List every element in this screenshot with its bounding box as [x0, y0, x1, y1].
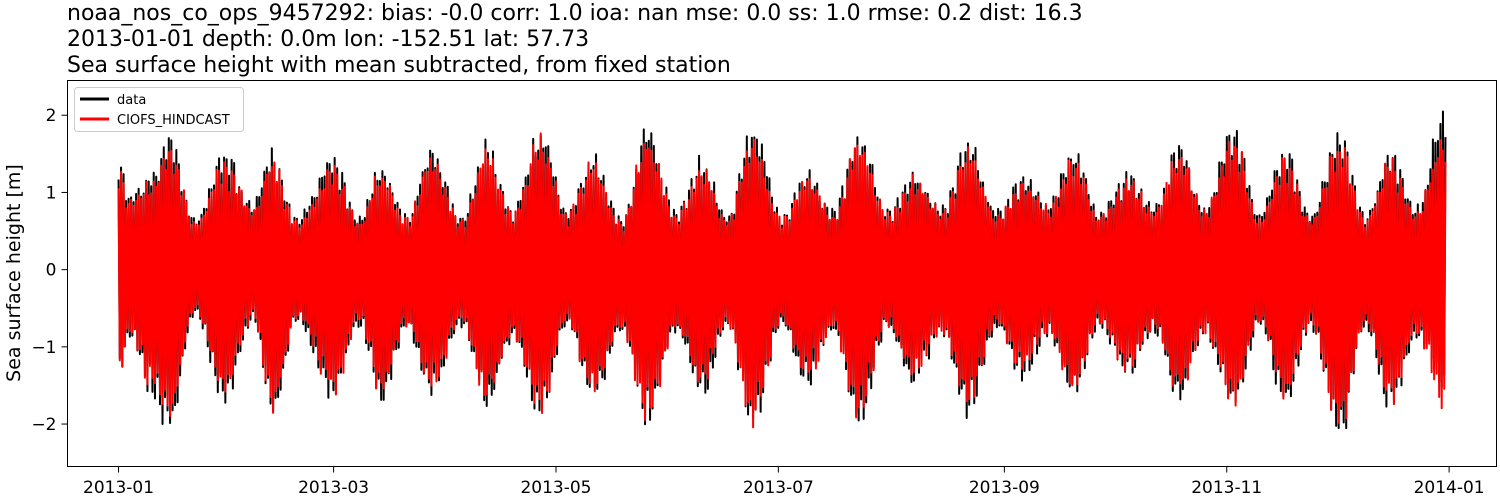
y-axis-label: Sea surface height [m] — [3, 164, 25, 382]
legend: data CIOFS_HINDCAST — [74, 87, 244, 132]
legend-label-ciofs-hindcast: CIOFS_HINDCAST — [117, 113, 230, 128]
y-tick-label: 0 — [46, 261, 57, 281]
legend-label-data: data — [117, 93, 146, 108]
series-line-ciofs-hindcast — [117, 132, 1447, 429]
axes-frame — [67, 80, 1497, 467]
x-tick-label: 2013-07 — [743, 478, 814, 498]
chart-title-location: 2013-01-01 depth: 0.0m lon: -152.51 lat:… — [67, 27, 590, 52]
x-tick-label: 2014-01 — [1414, 478, 1485, 498]
y-tick-label: 1 — [46, 183, 57, 203]
x-tick-label: 2013-05 — [520, 478, 591, 498]
y-tick-label: 2 — [46, 106, 57, 126]
x-tick-label: 2013-03 — [298, 478, 369, 498]
y-tick-label: −2 — [31, 415, 56, 435]
x-tick-label: 2013-09 — [969, 478, 1040, 498]
chart-title-description: Sea surface height with mean subtracted,… — [67, 53, 731, 78]
x-tick-label: 2013-01 — [83, 478, 154, 498]
y-tick-label: −1 — [31, 338, 56, 358]
x-axis: 2013-01 2013-03 2013-05 2013-07 2013-09 2013-… — [83, 466, 1485, 498]
x-tick-label: 2013-11 — [1191, 478, 1262, 498]
series-line-data — [117, 110, 1447, 430]
y-axis: 2 1 0 −1 −2 — [31, 106, 68, 435]
chart-title-stats: noaa_nos_co_ops_9457292: bias: -0.0 corr… — [67, 1, 1083, 26]
legend-box — [74, 87, 244, 132]
series-layer — [117, 110, 1447, 430]
